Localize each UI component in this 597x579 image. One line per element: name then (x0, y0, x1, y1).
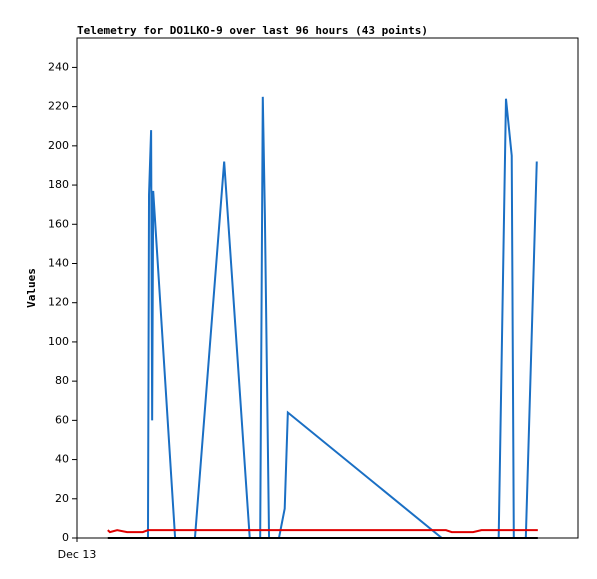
y-tick-label: 0 (62, 531, 69, 544)
y-tick-label: 80 (55, 374, 69, 387)
y-tick-label: 20 (55, 492, 69, 505)
y-tick-label: 180 (48, 178, 69, 191)
y-tick-label: 160 (48, 217, 69, 230)
y-tick-label: 120 (48, 296, 69, 309)
series-line (107, 529, 538, 534)
y-tick-label: 40 (55, 453, 69, 466)
y-tick-label: 200 (48, 139, 69, 152)
y-tick-label: 60 (55, 413, 69, 426)
y-tick-label: 100 (48, 335, 69, 348)
x-tick-label: Dec 13 (58, 548, 97, 561)
chart-title: Telemetry for DO1LKO-9 over last 96 hour… (77, 24, 428, 37)
series-line (146, 96, 538, 539)
y-axis-label: Values (25, 268, 38, 308)
y-tick-label: 220 (48, 100, 69, 113)
y-tick-label: 140 (48, 256, 69, 269)
y-tick-label: 240 (48, 60, 69, 73)
